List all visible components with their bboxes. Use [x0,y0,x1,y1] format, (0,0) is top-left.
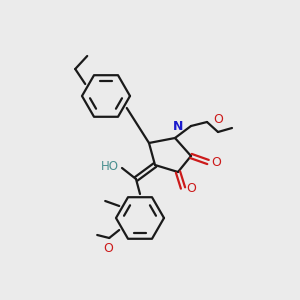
Text: O: O [211,155,221,169]
Text: O: O [103,242,113,255]
Text: N: N [173,120,183,133]
Text: O: O [213,113,223,126]
Text: O: O [186,182,196,196]
Text: HO: HO [101,160,119,172]
